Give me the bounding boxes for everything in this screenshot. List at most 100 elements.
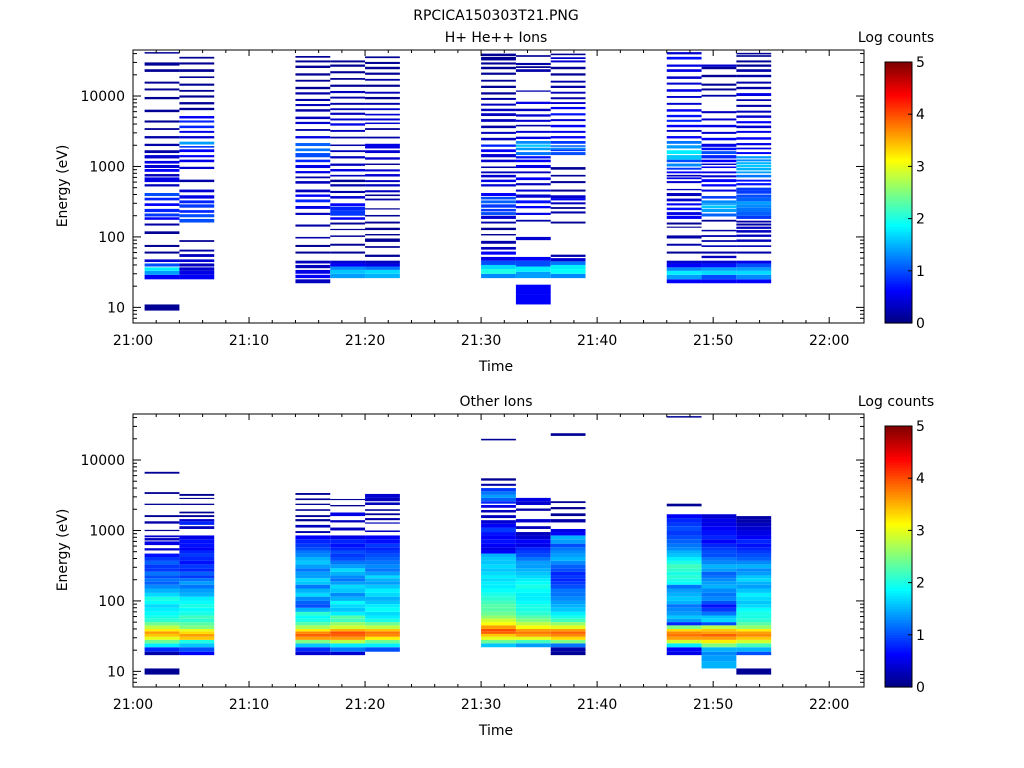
spectrogram-bin	[481, 539, 516, 544]
spectrogram-bin	[736, 64, 772, 67]
spectrogram-bin	[365, 221, 400, 224]
spectrogram-bin	[330, 592, 366, 597]
spectrogram-bin	[736, 611, 772, 616]
spectrogram-bin	[481, 564, 516, 569]
colorbar-segment	[885, 166, 912, 170]
spectrogram-bin	[701, 205, 737, 209]
spectrogram-bin	[330, 550, 366, 554]
colorbar-segment	[885, 551, 912, 555]
spectrogram-bin	[550, 550, 586, 554]
spectrogram-bin	[365, 227, 400, 231]
spectrogram-bin	[295, 618, 331, 623]
spectrogram-bin	[481, 53, 516, 56]
spectrogram-bin	[481, 488, 516, 492]
spectrogram-bin	[736, 592, 772, 597]
spectrogram-bin	[550, 269, 586, 274]
colorbar-segment	[885, 145, 912, 149]
spectrogram-bin	[515, 568, 551, 572]
colorbar-segment	[885, 82, 912, 87]
y-tick-label: 10	[107, 300, 125, 316]
spectrogram-bin	[515, 266, 551, 272]
spectrogram-bin	[330, 636, 366, 640]
spectrogram-bin	[365, 539, 400, 544]
spectrogram-bin	[666, 522, 702, 527]
spectrogram-bin	[295, 244, 331, 247]
spectrogram-bin	[365, 157, 400, 160]
spectrogram-bin	[550, 631, 586, 634]
spectrogram-bin	[515, 114, 551, 117]
figure-title: RPCICA150303T21.PNG	[413, 8, 578, 24]
spectrogram-bin	[295, 625, 331, 629]
colorbar-segment	[885, 650, 912, 654]
spectrogram-bin	[481, 592, 516, 597]
colorbar-segment	[885, 116, 912, 121]
spectrogram-bin	[666, 181, 702, 184]
colorbar-segment	[885, 454, 912, 458]
spectrogram-bin	[515, 543, 551, 548]
spectrogram-bin	[295, 148, 331, 152]
spectrogram-bin	[295, 279, 331, 284]
spectrogram-bin	[701, 596, 737, 601]
spectrogram-bin	[550, 85, 586, 88]
spectrogram-bin	[144, 611, 180, 616]
colorbar-segment	[885, 634, 912, 639]
colorbar-segment	[885, 140, 912, 144]
spectrogram-bin	[144, 503, 180, 505]
spectrogram-bin	[365, 128, 400, 130]
spectrogram-bin	[736, 260, 772, 264]
colorbar-segment	[885, 439, 912, 443]
spectrogram-bin	[144, 578, 180, 582]
spectrogram-bin	[179, 263, 215, 267]
spectrogram-bin	[179, 615, 215, 619]
spectrogram-bin	[144, 538, 180, 541]
x-tick-label: 21:50	[693, 333, 733, 349]
spectrogram-bin	[144, 251, 180, 254]
spectrogram-bin	[144, 203, 180, 206]
colorbar-segment	[885, 189, 912, 194]
spectrogram-bin	[179, 560, 215, 565]
spectrogram-bin	[144, 177, 180, 183]
spectrogram-bin	[736, 618, 772, 623]
spectrogram-bin	[144, 259, 180, 263]
spectrogram-bin	[365, 150, 400, 154]
spectrogram-bin	[736, 125, 772, 129]
spectrogram-bin	[481, 547, 516, 551]
spectrogram-bin	[481, 560, 516, 565]
colorbar-segment	[885, 302, 912, 306]
spectrogram-bin	[330, 118, 366, 121]
colorbar-segment	[885, 666, 912, 670]
spectrogram-bin	[365, 122, 400, 125]
spectrogram-bin	[481, 497, 516, 502]
spectrogram-bin	[365, 622, 400, 626]
spectrogram-bin	[365, 260, 400, 264]
spectrogram-bin	[295, 194, 331, 197]
spectrogram-bin	[550, 501, 586, 504]
colorbar-segment	[885, 244, 912, 248]
spectrogram-bin	[144, 633, 180, 637]
spectrogram-bin	[515, 564, 551, 569]
colorbar-segment	[885, 215, 912, 220]
colorbar-tick-label: 1	[916, 264, 925, 280]
spectrogram-bin	[666, 618, 702, 623]
colorbar-segment	[885, 436, 912, 440]
colorbar-segment	[885, 171, 912, 175]
spectrogram-bin	[144, 628, 180, 632]
colorbar-segment	[885, 431, 912, 435]
spectrogram-bin	[365, 518, 400, 521]
spectrogram-bin	[481, 633, 516, 637]
spectrogram-bin	[666, 631, 702, 634]
spectrogram-bin	[144, 160, 180, 164]
spectrogram-bin	[365, 530, 400, 533]
spectrogram-bin	[144, 96, 180, 100]
spectrogram-bin	[736, 167, 772, 171]
spectrogram-bin	[144, 564, 180, 569]
x-axis-label: Time	[478, 723, 513, 739]
spectrogram-bin	[701, 118, 737, 121]
spectrogram-bin	[701, 639, 737, 644]
spectrogram-bin	[550, 553, 586, 558]
spectrogram-bin	[365, 535, 400, 540]
spectrogram-bin	[515, 639, 551, 644]
spectrogram-bin	[515, 271, 551, 279]
spectrogram-bin	[295, 236, 331, 239]
colorbar-segment	[885, 616, 912, 620]
